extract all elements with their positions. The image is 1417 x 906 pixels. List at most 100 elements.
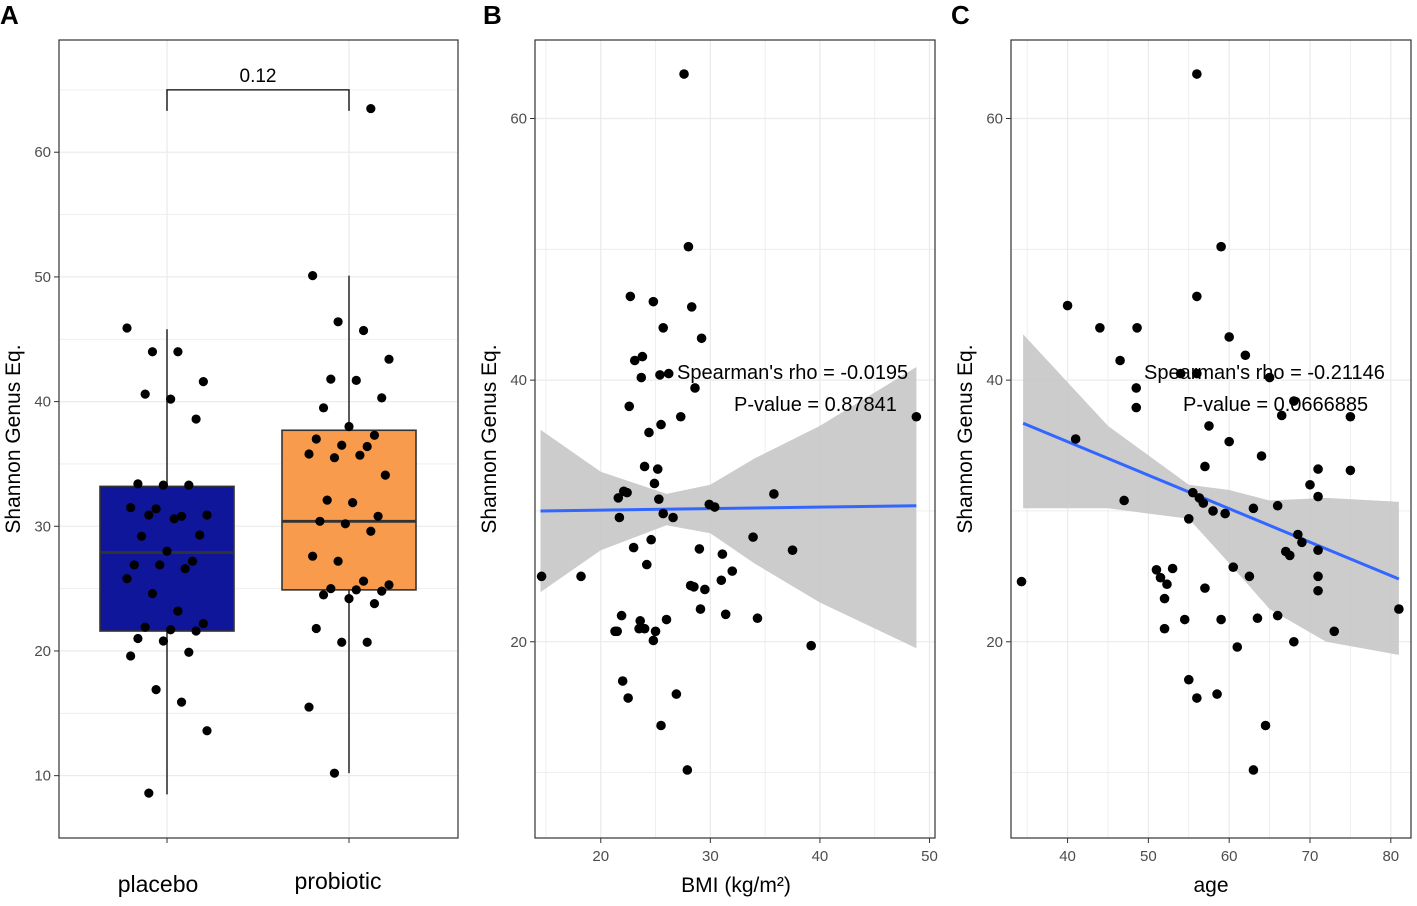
panel-c-data-point (1159, 623, 1170, 634)
data-point-probiotic (329, 453, 340, 463)
panel-c-data-point (1200, 461, 1210, 472)
panel-c-data-point (1345, 411, 1356, 422)
panel-c-data-point (1131, 402, 1142, 413)
panel-b-x-tick-label: 30 (702, 848, 719, 865)
panel-c-data-point (1248, 765, 1259, 775)
panel-b-data-point (623, 693, 633, 703)
panel-b-data-point (610, 626, 620, 637)
data-point-probiotic (344, 421, 354, 432)
panel-c-data-point (1216, 241, 1226, 252)
panel-c-confidence-band (1023, 334, 1399, 655)
panel-c-data-point (1305, 479, 1315, 490)
data-point-placebo (191, 626, 201, 636)
data-point-placebo (198, 377, 208, 387)
panel-b-x-axis-title: BMI (kg/m²) (681, 874, 791, 897)
panel-b-data-point (716, 575, 727, 586)
data-point-probiotic (344, 594, 354, 604)
data-point-probiotic (340, 519, 350, 529)
panel-b-y-tick-label: 60 (510, 110, 527, 127)
panel-c-data-point (1284, 550, 1295, 561)
panel-b-y-tick-label: 40 (510, 372, 527, 389)
panel-c-data-point (1204, 421, 1214, 431)
panel-b-data-point (576, 571, 586, 582)
panel-b-p-value: P-value = 0.87841 (734, 394, 897, 416)
panel-c-data-point (1212, 689, 1222, 699)
data-point-placebo (133, 633, 143, 644)
panel-b-data-point (639, 461, 650, 472)
panel-a: 10 20 30 40 50 60 placebo probiotic 0.12 Shannon … (0, 0, 459, 897)
panel-c-data-point (1220, 508, 1230, 519)
panel-c-data-point (1070, 434, 1081, 444)
panel-b-data-point (617, 676, 628, 686)
data-point-probiotic (377, 393, 387, 403)
data-point-probiotic (380, 470, 390, 480)
comparison-p-value: 0.12 (240, 66, 277, 87)
panel-c-data-point (1313, 545, 1323, 555)
data-point-placebo (129, 560, 139, 570)
panel-b-data-point (622, 487, 632, 498)
data-point-placebo (184, 647, 194, 657)
panel-b-data-point (656, 720, 666, 731)
data-point-probiotic (358, 576, 369, 586)
panel-b-data-point (686, 302, 697, 312)
data-point-probiotic (311, 623, 321, 634)
panel-b-data-point (649, 478, 660, 489)
category-label-probiotic: probiotic (295, 868, 382, 894)
panel-b-annotation: Spearman's rho = -0.0195 P-value = 0.8784… (677, 362, 908, 416)
data-point-placebo (202, 510, 212, 520)
panel-c-data-point (1224, 436, 1234, 447)
panel-b-data-point (769, 489, 779, 499)
data-point-placebo (173, 606, 183, 616)
data-point-probiotic (333, 317, 343, 327)
panel-c-data-point (1188, 487, 1198, 498)
panel-b-data-point (625, 291, 636, 302)
panel-c-data-point (1216, 614, 1226, 625)
panel-c-data-point (1151, 565, 1162, 575)
panel-c-data-point (1192, 291, 1202, 302)
panel-c-data-point (1175, 368, 1186, 379)
panel-c-data-point (1297, 537, 1307, 548)
data-point-placebo (176, 511, 187, 521)
panel-b-data-point (648, 296, 659, 307)
panel-c-data-point (1062, 300, 1073, 311)
panel-c-border (1010, 39, 1412, 839)
panel-b-data-point (637, 351, 648, 362)
panel-b-letter: B (483, 0, 502, 30)
panel-c-letter: C (951, 0, 970, 30)
data-point-probiotic (351, 585, 361, 595)
panel-b-data-point (613, 493, 624, 503)
data-point-probiotic (369, 598, 380, 609)
panel-b-data-point (614, 512, 625, 523)
panel-c-data-point (1183, 674, 1194, 685)
panel-c-data-point (1289, 636, 1299, 647)
panel-b-x-tick-label: 50 (921, 848, 938, 865)
data-point-placebo (158, 480, 168, 490)
panel-b-data-point (682, 765, 693, 775)
panel-a-y-tick-label: 30 (34, 518, 51, 535)
panel-b-y-tick-label: 20 (510, 634, 527, 651)
panel-c-data-point (1167, 563, 1178, 574)
panel-c-x-tick-label: 40 (1059, 848, 1076, 865)
data-point-probiotic (362, 637, 372, 647)
panel-c-data-point (1200, 583, 1210, 593)
panel-c-data-point (1155, 572, 1166, 583)
panel-c-data-point (1228, 562, 1239, 573)
data-point-probiotic (351, 375, 361, 385)
data-point-probiotic (362, 441, 372, 452)
panel-b-data-point (720, 609, 731, 620)
category-label-placebo: placebo (118, 871, 199, 897)
panel-c-y-tick-label: 40 (986, 372, 1003, 389)
panel-a-y-axis-title: Shannon Genus Eq. (2, 344, 25, 533)
data-point-probiotic (326, 374, 336, 384)
panel-c-data-point (1162, 579, 1172, 590)
box-probiotic (281, 275, 417, 774)
panel-b-data-point (658, 323, 669, 333)
data-point-placebo (144, 788, 154, 798)
panel-a-y-tick-label: 40 (34, 394, 51, 411)
data-point-placebo (155, 560, 165, 570)
panel-c-data-point (1293, 529, 1303, 540)
data-point-placebo (176, 697, 187, 707)
data-point-probiotic (311, 434, 321, 444)
panel-b-data-point (668, 512, 678, 523)
panel-c-data-point (1131, 383, 1142, 393)
